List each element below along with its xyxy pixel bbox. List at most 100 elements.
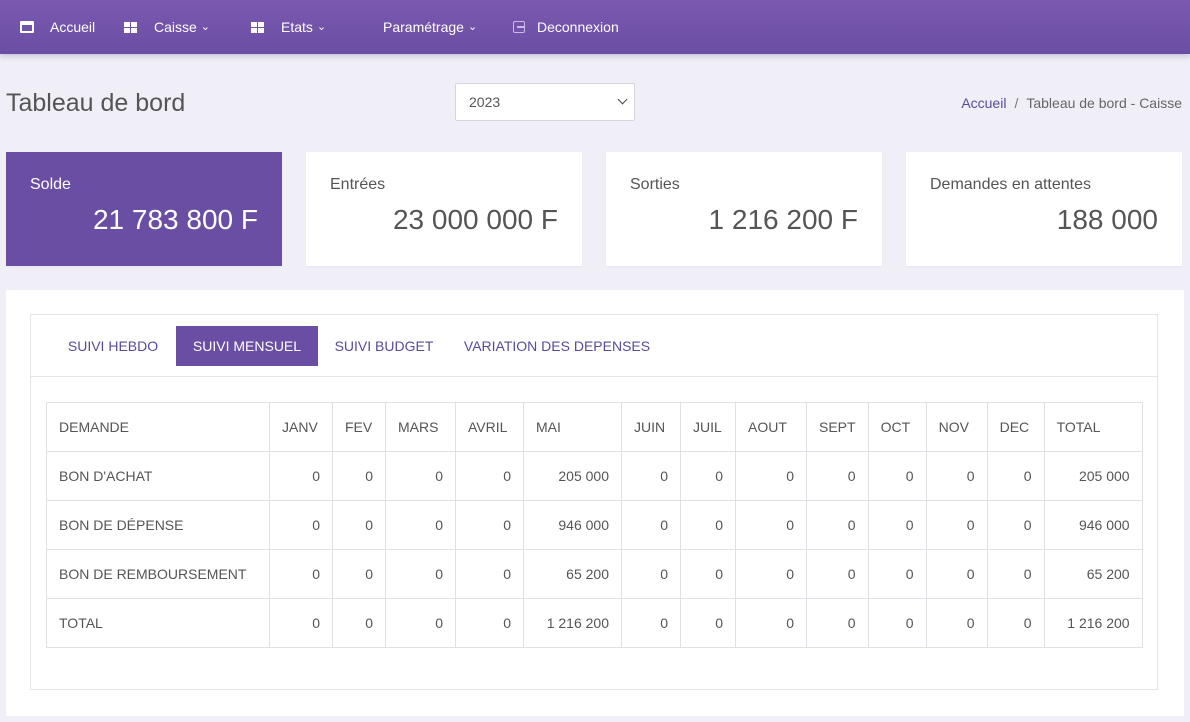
column-header: SEPT (806, 402, 869, 452)
table-cell: 0 (385, 500, 456, 550)
table-cell: 0 (986, 549, 1045, 599)
table-row: TOTAL 0 0 0 0 1 216 200 0 0 0 0 0 0 0 1 216 200 (46, 598, 1143, 648)
table-cell: 0 (269, 451, 333, 501)
column-header: MARS (385, 402, 456, 452)
table-cell: 0 (455, 500, 524, 550)
tab-variation-des-depenses[interactable]: VARIATION DES DEPENSES (463, 338, 651, 354)
tab-bar: SUIVI HEBDO SUIVI MENSUEL SUIVI BUDGET V… (31, 315, 1157, 377)
table-cell: 0 (385, 549, 456, 599)
table-cell: 0 (269, 500, 333, 550)
monthly-table: DEMANDE JANV FEV MARS AVRIL MAI JUIN JUIL AOUT SE… (46, 402, 1143, 648)
table-cell: 0 (332, 451, 386, 501)
table-cell: 0 (735, 500, 807, 550)
breadcrumb-link-accueil[interactable]: Accueil (961, 95, 1007, 111)
table-header-row: DEMANDE JANV FEV MARS AVRIL MAI JUIN JUIL AOUT SE… (46, 402, 1143, 452)
card-demandes-en-attentes: Demandes en attentes 188 000 (906, 152, 1182, 266)
table-cell: 0 (925, 451, 988, 501)
card-value: 23 000 000 F (392, 204, 558, 235)
breadcrumb-current: Tableau de bord - Caisse (1026, 95, 1182, 111)
table-cell: 0 (806, 549, 869, 599)
row-label: BON DE DÉPENSE (46, 500, 270, 550)
card-label: Solde (30, 176, 71, 193)
nav-parametrage[interactable]: Paramétrage ⌄ (383, 0, 477, 54)
dashboard-panel: SUIVI HEBDO SUIVI MENSUEL SUIVI BUDGET V… (6, 290, 1184, 716)
column-header: AOUT (735, 402, 807, 452)
card-value: 188 000 (1056, 204, 1158, 235)
table-cell: 0 (680, 451, 736, 501)
year-select[interactable]: 2023 (455, 83, 635, 121)
page-title: Tableau de bord (6, 89, 186, 117)
breadcrumb: Accueil / Tableau de bord - Caisse (961, 95, 1182, 111)
table-cell: 0 (332, 598, 386, 648)
chevron-down-icon: ⌄ (467, 20, 478, 33)
tab-suivi-mensuel[interactable]: SUIVI MENSUEL (176, 326, 318, 366)
nav-etats-label: Etats (281, 19, 313, 35)
nav-parametrage-label: Paramétrage (383, 19, 464, 35)
card-entrees: Entrées 23 000 000 F (306, 152, 582, 266)
table-cell: 65 200 (1043, 549, 1143, 599)
table-cell: 65 200 (523, 549, 622, 599)
nav-deconnexion[interactable]: Deconnexion (513, 0, 619, 54)
table-cell: 0 (455, 598, 524, 648)
top-navbar: Accueil Caisse ⌄ Etats ⌄ Paramétrage ⌄ D… (0, 0, 1190, 54)
table-cell: 0 (735, 451, 807, 501)
card-label: Entrées (330, 176, 386, 193)
table-cell: 0 (735, 549, 807, 599)
card-label: Demandes en attentes (930, 176, 1091, 193)
logout-icon (513, 21, 525, 33)
tab-suivi-hebdo[interactable]: SUIVI HEBDO (67, 338, 159, 354)
table-row: BON DE REMBOURSEMENT 0 0 0 0 65 200 0 0 0 0 0 0 0 65 … (46, 549, 1143, 599)
table-cell: 946 000 (1043, 500, 1143, 550)
column-header: TOTAL (1043, 402, 1143, 452)
nav-caisse-label: Caisse (154, 19, 197, 35)
nav-caisse[interactable]: Caisse ⌄ (124, 0, 210, 54)
table-cell: 0 (867, 451, 927, 501)
table-cell: 0 (621, 500, 681, 550)
table-cell: 0 (867, 598, 927, 648)
table-cell: 0 (385, 598, 456, 648)
table-cell: 0 (621, 451, 681, 501)
grid-icon (124, 21, 137, 33)
table-cell: 1 216 200 (1043, 598, 1143, 648)
nav-accueil-label: Accueil (50, 19, 96, 35)
column-header: MAI (523, 402, 622, 452)
column-header: AVRIL (455, 402, 524, 452)
table-cell: 0 (986, 451, 1045, 501)
chevron-down-icon (617, 94, 628, 105)
table-cell: 0 (269, 549, 333, 599)
nav-deconnexion-label: Deconnexion (537, 19, 619, 35)
breadcrumb-separator: / (1014, 95, 1019, 111)
table-row: BON D'ACHAT 0 0 0 0 205 000 0 0 0 0 0 0 0 205 000 (46, 451, 1143, 501)
table-cell: 0 (925, 598, 988, 648)
table-cell: 0 (621, 598, 681, 648)
tab-container: SUIVI HEBDO SUIVI MENSUEL SUIVI BUDGET V… (30, 314, 1158, 690)
tab-suivi-budget[interactable]: SUIVI BUDGET (334, 338, 434, 354)
nav-accueil[interactable]: Accueil (20, 0, 95, 54)
grid-icon (251, 21, 264, 33)
card-label: Sorties (630, 176, 680, 193)
table-cell: 0 (332, 500, 386, 550)
column-header: JANV (269, 402, 333, 452)
table-cell: 0 (867, 500, 927, 550)
card-solde: Solde 21 783 800 F (6, 152, 282, 266)
table-cell: 0 (680, 500, 736, 550)
table-cell: 0 (925, 549, 988, 599)
card-sorties: Sorties 1 216 200 F (606, 152, 882, 266)
chevron-down-icon: ⌄ (200, 20, 211, 33)
table-cell: 0 (680, 598, 736, 648)
table-cell: 0 (735, 598, 807, 648)
card-value: 21 783 800 F (92, 204, 258, 235)
column-header: DEMANDE (46, 402, 270, 452)
table-cell: 0 (269, 598, 333, 648)
card-value: 1 216 200 F (708, 204, 858, 235)
row-label: BON D'ACHAT (46, 451, 270, 501)
table-cell: 0 (455, 451, 524, 501)
table-cell: 205 000 (523, 451, 622, 501)
column-header: DEC (986, 402, 1045, 452)
column-header: NOV (925, 402, 988, 452)
nav-etats[interactable]: Etats ⌄ (251, 0, 326, 54)
table-cell: 0 (806, 598, 869, 648)
table-cell: 0 (806, 451, 869, 501)
table-cell: 0 (455, 549, 524, 599)
column-header: OCT (867, 402, 927, 452)
